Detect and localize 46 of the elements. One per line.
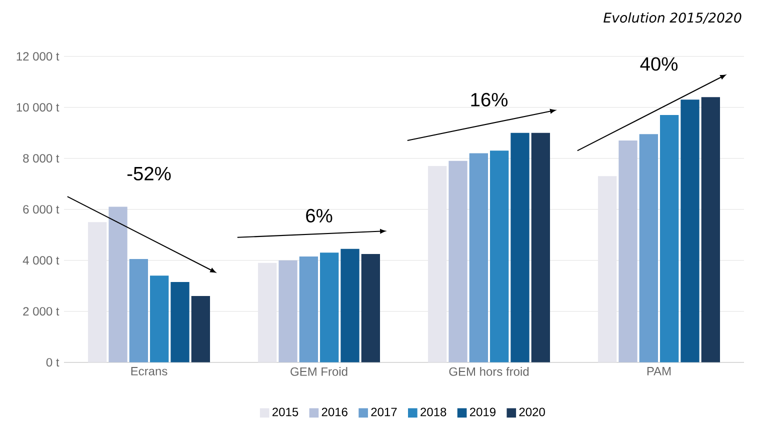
bar [490, 150, 509, 362]
bar [150, 276, 169, 362]
bar [278, 260, 298, 362]
legend-label: 2018 [420, 408, 446, 416]
bar [88, 222, 107, 362]
bar [531, 132, 550, 362]
y-tick-label: 2 000 t [23, 307, 60, 316]
bar [191, 296, 210, 362]
annotation: 6% [306, 208, 332, 223]
bar [701, 97, 720, 362]
annotation: -52% [127, 166, 171, 180]
y-tick-label: 12 000 t [16, 52, 60, 61]
x-tick-label: PAM [647, 367, 671, 376]
bar [598, 176, 617, 362]
bar [448, 160, 468, 362]
y-tick-label: 0 t [46, 358, 60, 367]
y-tick-label: 10 000 t [16, 103, 60, 112]
x-tick-label: GEM Froid [290, 367, 348, 376]
legend-label: 2017 [371, 408, 397, 416]
annotation: 40% [640, 57, 678, 71]
legend-label: 2016 [322, 408, 348, 416]
bar [129, 259, 148, 362]
bar [428, 166, 447, 362]
bar [340, 248, 360, 362]
bar [258, 262, 277, 362]
bar [510, 132, 530, 362]
bar [680, 100, 700, 362]
y-tick-label: 6 000 t [23, 205, 60, 214]
legend-label: 2020 [519, 408, 545, 416]
y-tick-label: 4 000 t [22, 256, 60, 265]
annotation: 16% [471, 92, 508, 106]
legend-label: 2019 [470, 408, 496, 416]
x-tick-label: Ecrans [131, 367, 168, 376]
x-tick-label: GEM hors froid [449, 367, 529, 376]
chart-title: Evolution 2015/2020 [604, 12, 742, 24]
bar [639, 134, 658, 362]
bar [660, 114, 679, 362]
legend-label: 2015 [272, 408, 298, 416]
bar [618, 140, 638, 362]
bar [299, 256, 318, 362]
bar [320, 252, 339, 362]
y-tick-label: 8 000 t [23, 154, 60, 163]
bar [469, 153, 488, 362]
bar [170, 282, 190, 362]
bar [108, 206, 128, 362]
bar [361, 254, 380, 362]
